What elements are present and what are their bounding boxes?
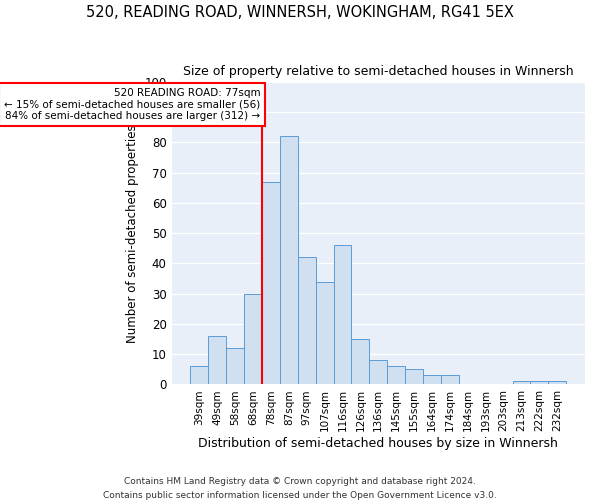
Bar bbox=[334, 246, 352, 384]
Bar bbox=[405, 370, 423, 384]
Bar bbox=[370, 360, 387, 384]
Bar bbox=[262, 182, 280, 384]
Text: 520 READING ROAD: 77sqm
← 15% of semi-detached houses are smaller (56)
84% of se: 520 READING ROAD: 77sqm ← 15% of semi-de… bbox=[4, 88, 260, 121]
Bar bbox=[441, 376, 459, 384]
X-axis label: Distribution of semi-detached houses by size in Winnersh: Distribution of semi-detached houses by … bbox=[199, 437, 558, 450]
Bar bbox=[530, 382, 548, 384]
Bar bbox=[280, 136, 298, 384]
Bar bbox=[512, 382, 530, 384]
Bar bbox=[316, 282, 334, 385]
Y-axis label: Number of semi-detached properties: Number of semi-detached properties bbox=[126, 124, 139, 342]
Bar bbox=[190, 366, 208, 384]
Bar bbox=[298, 258, 316, 384]
Bar bbox=[548, 382, 566, 384]
Text: 520, READING ROAD, WINNERSH, WOKINGHAM, RG41 5EX: 520, READING ROAD, WINNERSH, WOKINGHAM, … bbox=[86, 5, 514, 20]
Bar bbox=[244, 294, 262, 384]
Bar bbox=[226, 348, 244, 385]
Bar bbox=[387, 366, 405, 384]
Bar bbox=[352, 339, 370, 384]
Bar bbox=[208, 336, 226, 384]
Bar bbox=[423, 376, 441, 384]
Text: Contains HM Land Registry data © Crown copyright and database right 2024.
Contai: Contains HM Land Registry data © Crown c… bbox=[103, 478, 497, 500]
Title: Size of property relative to semi-detached houses in Winnersh: Size of property relative to semi-detach… bbox=[183, 65, 574, 78]
